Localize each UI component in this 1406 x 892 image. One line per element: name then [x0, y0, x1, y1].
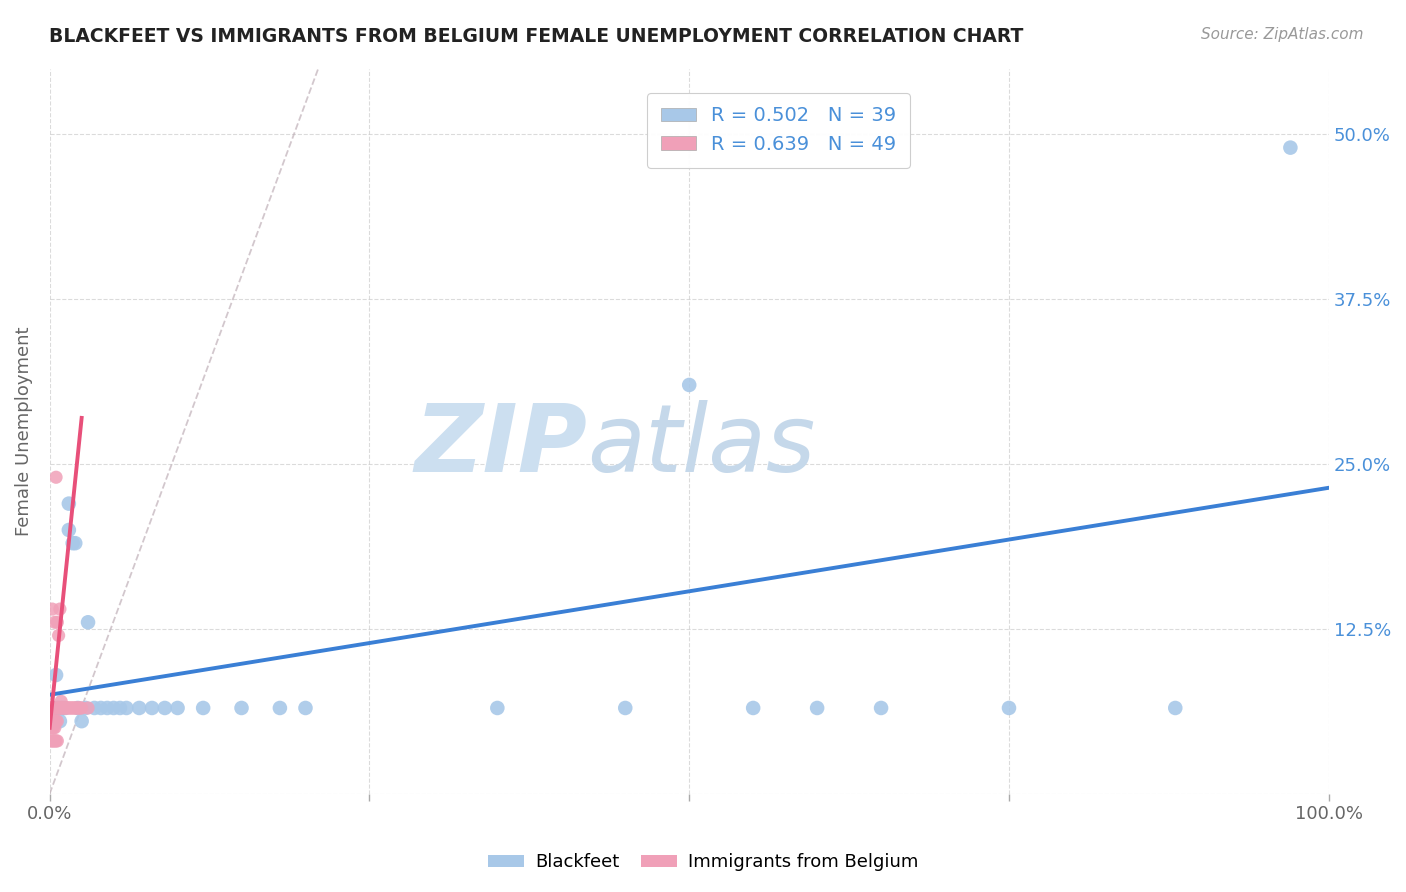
Point: [41, 714, 63, 728]
Point: [46, 714, 69, 728]
Point: [998, 701, 1021, 715]
Point: [108, 701, 131, 715]
Point: [294, 701, 316, 715]
Point: [62, 701, 84, 715]
Point: [96, 701, 118, 715]
Point: [48, 701, 70, 715]
Point: [58, 497, 80, 511]
Point: [1279, 141, 1302, 155]
Point: [51, 694, 73, 708]
Point: [49, 701, 72, 715]
Point: [44, 734, 66, 748]
Point: [46, 701, 69, 715]
Point: [45, 734, 67, 748]
Point: [103, 701, 125, 715]
Point: [70, 701, 93, 715]
Point: [66, 701, 89, 715]
Point: [75, 701, 97, 715]
Point: [42, 721, 65, 735]
Point: [42, 701, 65, 715]
Point: [69, 701, 91, 715]
Point: [614, 701, 637, 715]
Text: ZIP: ZIP: [413, 400, 586, 491]
Legend: Blackfeet, Immigrants from Belgium: Blackfeet, Immigrants from Belgium: [481, 847, 925, 879]
Point: [42, 734, 65, 748]
Point: [67, 701, 90, 715]
Point: [153, 701, 176, 715]
Point: [58, 523, 80, 537]
Point: [83, 701, 105, 715]
Point: [42, 714, 65, 728]
Point: [51, 701, 73, 715]
Point: [44, 701, 66, 715]
Point: [60, 701, 83, 715]
Point: [128, 701, 150, 715]
Point: [51, 701, 73, 715]
Point: [77, 615, 100, 630]
Point: [486, 701, 509, 715]
Point: [115, 701, 138, 715]
Point: [678, 378, 700, 392]
Point: [39, 734, 62, 748]
Point: [48, 701, 70, 715]
Point: [48, 701, 70, 715]
Point: [42, 701, 65, 715]
Point: [44, 615, 66, 630]
Point: [55, 701, 77, 715]
Point: [65, 701, 87, 715]
Point: [49, 714, 72, 728]
Point: [44, 721, 66, 735]
Point: [45, 470, 67, 484]
Point: [41, 721, 63, 735]
Point: [166, 701, 188, 715]
Point: [46, 734, 69, 748]
Point: [45, 714, 67, 728]
Point: [53, 701, 76, 715]
Text: atlas: atlas: [586, 401, 815, 491]
Point: [49, 602, 72, 616]
Point: [77, 701, 100, 715]
Point: [51, 701, 73, 715]
Point: [90, 701, 112, 715]
Point: [141, 701, 163, 715]
Point: [63, 701, 86, 715]
Point: [51, 701, 73, 715]
Point: [56, 701, 79, 715]
Point: [1164, 701, 1187, 715]
Point: [39, 714, 62, 728]
Point: [65, 701, 87, 715]
Point: [66, 701, 89, 715]
Point: [70, 714, 93, 728]
Point: [39, 721, 62, 735]
Point: [870, 701, 893, 715]
Point: [46, 615, 69, 630]
Text: Source: ZipAtlas.com: Source: ZipAtlas.com: [1201, 27, 1364, 42]
Point: [269, 701, 291, 715]
Point: [51, 701, 73, 715]
Point: [39, 707, 62, 722]
Point: [53, 701, 76, 715]
Point: [62, 536, 84, 550]
Y-axis label: Female Unemployment: Female Unemployment: [15, 326, 32, 536]
Point: [58, 701, 80, 715]
Point: [48, 628, 70, 642]
Point: [41, 602, 63, 616]
Point: [45, 668, 67, 682]
Point: [52, 701, 75, 715]
Legend: R = 0.502   N = 39, R = 0.639   N = 49: R = 0.502 N = 39, R = 0.639 N = 49: [647, 93, 910, 168]
Point: [806, 701, 828, 715]
Point: [39, 701, 62, 715]
Point: [41, 701, 63, 715]
Point: [41, 734, 63, 748]
Point: [65, 536, 87, 550]
Point: [191, 701, 214, 715]
Point: [59, 701, 82, 715]
Text: BLACKFEET VS IMMIGRANTS FROM BELGIUM FEMALE UNEMPLOYMENT CORRELATION CHART: BLACKFEET VS IMMIGRANTS FROM BELGIUM FEM…: [49, 27, 1024, 45]
Point: [231, 701, 253, 715]
Point: [742, 701, 765, 715]
